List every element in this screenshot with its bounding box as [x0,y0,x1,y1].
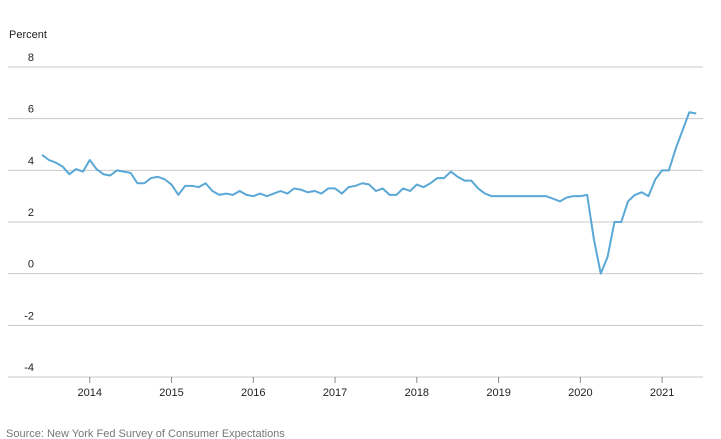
y-tick-label: 0 [28,259,34,271]
y-tick-label: 4 [28,155,34,167]
x-tick-label: 2018 [405,387,429,399]
x-tick-label: 2017 [323,387,347,399]
y-tick-label: 2 [28,207,34,219]
y-tick-label: -4 [24,362,34,374]
y-tick-label: 8 [28,52,34,64]
y-tick-label: -2 [24,310,34,322]
y-tick-label: 6 [28,104,34,116]
y-axis-label: Percent [9,29,47,41]
source-note: Source: New York Fed Survey of Consumer … [6,428,285,439]
x-tick-label: 2015 [159,387,183,399]
x-tick-label: 2020 [568,387,592,399]
x-tick-label: 2019 [486,387,510,399]
data-line [41,111,697,275]
x-tick-label: 2014 [78,387,102,399]
x-tick-label: 2016 [241,387,265,399]
x-tick-label: 2021 [650,387,674,399]
